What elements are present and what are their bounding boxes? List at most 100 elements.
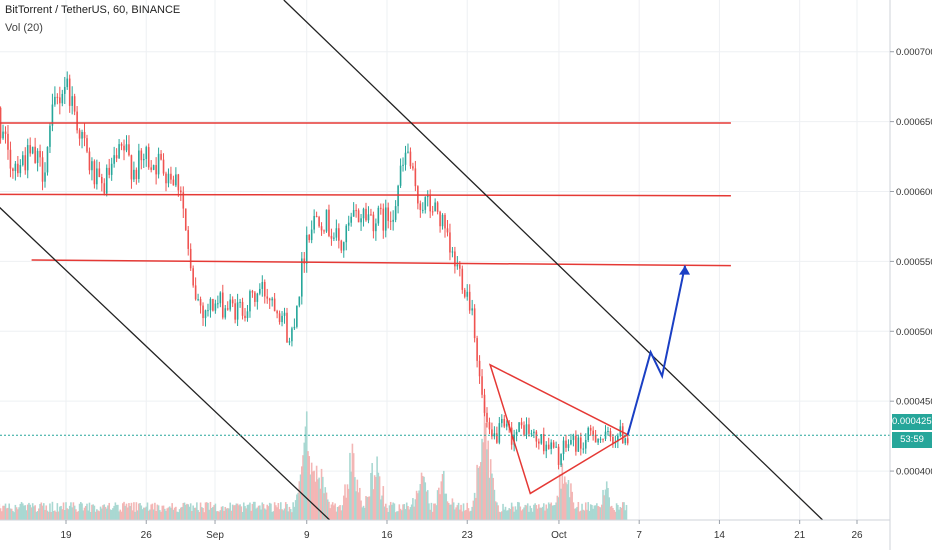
volume-bar (172, 509, 175, 520)
candle-body (478, 360, 481, 377)
volume-bar (421, 475, 424, 520)
volume-bar (445, 493, 448, 520)
candle-body (172, 179, 175, 186)
candle-body (103, 183, 106, 194)
candle-body (88, 151, 91, 171)
volume-bar (605, 481, 608, 520)
candle-body (268, 298, 271, 301)
price-tick-label: 0.0004500 (896, 397, 932, 408)
volume-bar (454, 509, 456, 520)
candle-body (449, 232, 451, 253)
volume-bar (263, 508, 266, 520)
candle-body (550, 442, 552, 449)
candle-body (145, 147, 148, 159)
volume-bar (383, 506, 386, 520)
volume-bar (178, 509, 181, 520)
volume-bar (118, 511, 120, 520)
volume-bar (281, 509, 283, 520)
volume-bar (424, 482, 427, 520)
volume-bar (283, 508, 286, 520)
candle-body (167, 173, 170, 184)
candle-body (340, 240, 343, 251)
volume-bar (218, 511, 220, 520)
candle-body (377, 207, 380, 224)
volume-bar (420, 472, 423, 520)
candle-body (540, 434, 543, 444)
volume-bar (98, 511, 101, 520)
volume-bar (576, 506, 578, 520)
price-tick-label: 0.0007000 (896, 47, 932, 58)
candle-body (263, 281, 266, 297)
volume-bar (108, 502, 111, 520)
candle-body (575, 435, 577, 452)
volume-bar (50, 511, 52, 520)
volume-bar (10, 508, 13, 520)
volume-bar (386, 507, 388, 520)
volume-bar (286, 504, 288, 520)
volume-bar (439, 494, 441, 520)
volume-bar (452, 502, 455, 520)
candle-body (41, 157, 44, 182)
volume-bar (510, 502, 513, 520)
candle-body (397, 185, 399, 207)
volume-bar (28, 502, 30, 520)
volume-bar (384, 503, 387, 520)
volume-bar (152, 509, 155, 520)
volume-bar (359, 487, 361, 520)
volume-bar (160, 511, 162, 520)
volume-bar (517, 501, 519, 520)
volume-bar (418, 490, 420, 520)
price-axis[interactable]: 0.0007000 0.0006500 0.0006000 0.0005500 0.00… (889, 0, 932, 550)
candle-body (612, 436, 614, 444)
volume-bar (582, 509, 585, 520)
volume-bar (87, 510, 90, 520)
candle-body (607, 431, 609, 433)
volume-bar (367, 496, 370, 520)
candle-body (597, 439, 599, 443)
candle-body (372, 214, 375, 232)
volume-bar (528, 511, 530, 520)
volume-bar (503, 509, 506, 520)
volume-bar (115, 504, 118, 520)
volume-bar (55, 511, 57, 520)
volume-bar (39, 503, 41, 520)
volume-bar (568, 497, 571, 520)
candle-body (412, 166, 414, 169)
volume-bar (357, 492, 360, 520)
candle-body (451, 251, 454, 253)
candle-body (182, 192, 185, 209)
volume-bar (276, 507, 278, 520)
volume-bar (147, 510, 150, 520)
candle-body (310, 229, 313, 241)
candle-body (150, 167, 152, 170)
candle-body (429, 194, 431, 212)
volume-bar (78, 503, 81, 520)
candle-body (525, 424, 528, 435)
candle-body (86, 138, 88, 152)
volume-bar (212, 506, 214, 520)
volume-bar (330, 504, 333, 520)
indicator-label[interactable]: Vol (20) (5, 22, 43, 34)
candle-body (547, 444, 550, 449)
volume-bar (7, 507, 9, 520)
volume-bar (260, 509, 262, 520)
candle-body (293, 326, 296, 329)
volume-bar (467, 508, 470, 520)
volume-bar (459, 509, 461, 520)
candle-body (71, 96, 73, 106)
volume-bar (173, 507, 176, 520)
time-axis[interactable]: 19 26 Sep 9 16 23 Oct 7 14 21 26 (0, 519, 890, 541)
volume-bar (457, 502, 460, 520)
volume-bar (534, 503, 536, 520)
volume-bar (233, 505, 235, 520)
volume-bar (559, 474, 561, 520)
volume-bar (536, 508, 539, 520)
volume-bar (314, 481, 317, 520)
volume-bar (392, 502, 394, 520)
candle-body (562, 440, 565, 455)
volume-bar (304, 426, 307, 520)
volume-bar (20, 501, 23, 520)
volume-bar (163, 508, 166, 520)
volume-bar (291, 512, 293, 520)
